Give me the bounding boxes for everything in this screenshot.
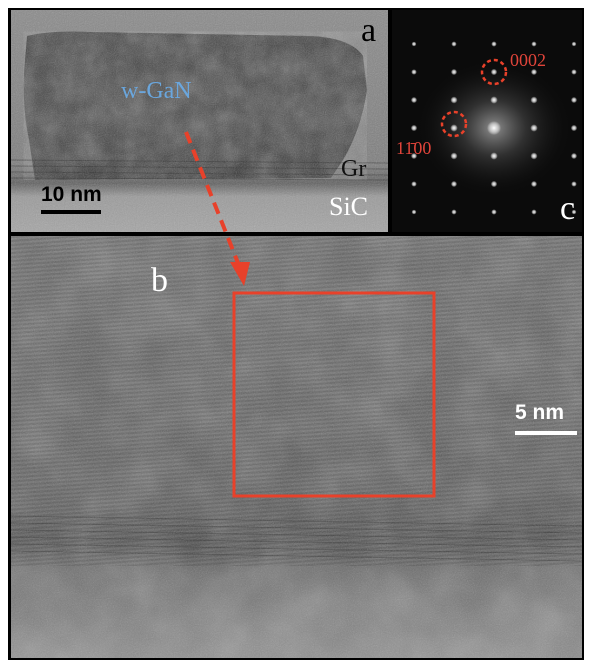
diffraction-spot [570, 152, 578, 160]
panel-b-hrtem-image: b 5 nm [11, 236, 582, 658]
diffraction-spot [490, 180, 498, 188]
diffraction-spot [450, 96, 458, 104]
diffraction-spot [571, 41, 577, 47]
spot-0002-marker [480, 58, 508, 86]
graphene-label: Gr [341, 156, 367, 182]
diffraction-spot [451, 209, 457, 215]
diffraction-spot [530, 180, 538, 188]
diffraction-spot [450, 152, 458, 160]
roi-rectangle [232, 291, 436, 498]
panel-b-micrograph [11, 236, 582, 658]
spot-1100-label: 11̄00 [396, 138, 432, 158]
scale-bar-b-label: 5 nm [515, 401, 565, 424]
diffraction-spot [531, 209, 537, 215]
diffraction-spot [490, 68, 498, 76]
material-label: w-GaN [121, 78, 192, 104]
diffraction-spot [570, 96, 578, 104]
panel-a-micrograph [11, 10, 388, 232]
substrate-label: SiC [329, 192, 369, 221]
diffraction-spot [530, 96, 538, 104]
diffraction-spot [411, 41, 417, 47]
diffraction-spot [491, 209, 497, 215]
diffraction-spot [570, 124, 578, 132]
diffraction-spot [530, 68, 538, 76]
panel-a-tem-image: a w-GaN Gr SiC 10 nm [11, 10, 388, 232]
scale-bar-a-line [41, 210, 101, 214]
spot-1100-marker [440, 110, 468, 138]
diffraction-spot [571, 69, 577, 75]
diffraction-spot [530, 124, 538, 132]
diffraction-spot [410, 152, 418, 160]
scale-bar-b-line [515, 431, 577, 435]
diffraction-spot [490, 152, 498, 160]
diffraction-pattern [392, 10, 582, 232]
diffraction-spot [411, 69, 417, 75]
scale-bar-a-label: 10 nm [41, 183, 102, 206]
panel-c-letter: c [560, 190, 576, 227]
diffraction-spot [490, 96, 498, 104]
diffraction-spot [450, 180, 458, 188]
diffraction-spot [411, 181, 417, 187]
panel-a-letter: a [361, 12, 377, 49]
diffraction-spots [410, 41, 578, 215]
panel-b-letter: b [151, 262, 168, 299]
diffraction-spot [411, 209, 417, 215]
diffraction-spot [410, 96, 418, 104]
diffraction-spot [450, 68, 458, 76]
diffraction-spot [450, 124, 458, 132]
spot-0002-label: 0002 [510, 50, 546, 70]
diffraction-spot [410, 124, 418, 132]
diffraction-spot [530, 152, 538, 160]
diffraction-spot [491, 41, 497, 47]
diffraction-spot [487, 121, 501, 135]
diffraction-spot [451, 41, 457, 47]
diffraction-spot [571, 181, 577, 187]
diffraction-spot [571, 209, 577, 215]
panel-c-diffraction: 0002 11̄00 c [392, 10, 582, 232]
diffraction-spot [531, 41, 537, 47]
